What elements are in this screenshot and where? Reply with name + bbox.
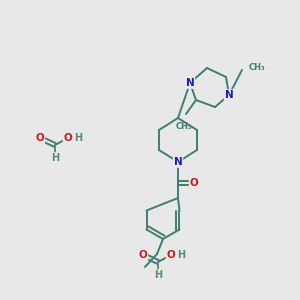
Text: H: H (154, 270, 162, 280)
Text: N: N (186, 78, 194, 88)
Text: N: N (174, 157, 182, 167)
Text: H: H (74, 133, 82, 143)
Text: H: H (51, 153, 59, 163)
Text: CH₃: CH₃ (176, 122, 192, 131)
Text: O: O (64, 133, 72, 143)
Text: O: O (190, 178, 198, 188)
Text: H: H (177, 250, 185, 260)
Text: O: O (139, 250, 147, 260)
Text: N: N (225, 90, 233, 100)
Text: CH₃: CH₃ (249, 64, 266, 73)
Text: O: O (167, 250, 176, 260)
Text: O: O (36, 133, 44, 143)
